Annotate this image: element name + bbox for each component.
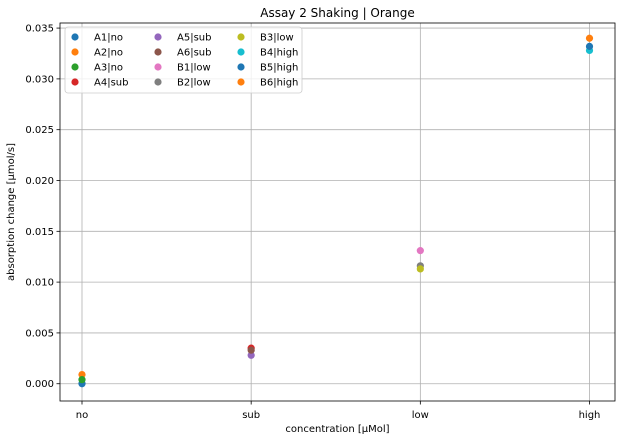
data-point-B1-low	[416, 247, 424, 255]
x-tick-label: high	[579, 410, 601, 421]
legend-label: B1|low	[177, 63, 211, 74]
legend-label: A1|no	[94, 33, 123, 44]
legend-marker	[154, 48, 162, 56]
axis-ticks: no sub low high 0.000 0.005 0.010 0.015 0.020 0.0…	[25, 24, 600, 421]
legend-label: B5|high	[260, 63, 298, 74]
y-axis-label: absorption change [µmol/s]	[6, 143, 17, 281]
legend-entry: B3|low	[237, 33, 294, 44]
grid	[60, 23, 615, 401]
y-tick-label: 0.035	[25, 24, 54, 35]
legend-label: B4|high	[260, 48, 298, 59]
legend-marker	[154, 78, 162, 86]
legend-label: A5|sub	[177, 33, 211, 44]
legend: A1|no A2|no A3|no A4|sub A5|sub A6|sub B1|low B…	[64, 26, 303, 94]
legend-marker	[71, 48, 79, 56]
x-tick-label: sub	[242, 410, 260, 421]
legend-entry: A5|sub	[154, 33, 211, 44]
legend-entry: A6|sub	[154, 48, 211, 59]
legend-marker	[71, 33, 79, 41]
data-point-A3-no	[78, 376, 86, 384]
legend-entry: B5|high	[237, 63, 298, 74]
data-point-B3-low	[416, 265, 424, 273]
plot-area-frame	[59, 22, 616, 402]
legend-entry: A1|no	[71, 33, 123, 44]
y-tick-label: 0.005	[25, 328, 54, 339]
data-point-A5-sub	[247, 351, 255, 359]
legend-label: A3|no	[94, 63, 123, 74]
legend-entry: A4|sub	[71, 78, 128, 89]
legend-entry: A2|no	[71, 48, 123, 59]
x-tick-label: low	[412, 410, 429, 421]
legend-marker	[237, 33, 245, 41]
legend-label: B3|low	[260, 33, 294, 44]
legend-label: B2|low	[177, 78, 211, 89]
x-axis-label: concentration [µMol]	[285, 424, 389, 435]
legend-frame	[64, 26, 303, 94]
legend-entry: A3|no	[71, 63, 123, 74]
legend-marker	[237, 78, 245, 86]
legend-entry: B1|low	[154, 63, 211, 74]
legend-label: B6|high	[260, 78, 298, 89]
x-tick-label: no	[76, 410, 88, 421]
legend-entry: B2|low	[154, 78, 211, 89]
y-tick-label: 0.030	[25, 74, 54, 85]
legend-marker	[71, 63, 79, 71]
legend-marker	[71, 78, 79, 86]
y-tick-label: 0.020	[25, 176, 54, 187]
legend-label: A6|sub	[177, 48, 211, 59]
y-tick-label: 0.010	[25, 278, 54, 289]
legend-marker	[237, 63, 245, 71]
legend-marker	[154, 63, 162, 71]
data-point-B5-high	[585, 42, 594, 50]
chart-title: Assay 2 Shaking | Orange	[260, 6, 415, 20]
data-point-A2-no	[78, 370, 86, 379]
legend-marker	[237, 48, 245, 56]
legend-entry: B6|high	[237, 78, 298, 89]
legend-label: A2|no	[94, 48, 123, 59]
legend-marker	[154, 33, 162, 41]
data-point-A6-sub	[247, 346, 255, 354]
y-tick-label: 0.025	[25, 125, 54, 136]
y-tick-label: 0.000	[25, 379, 54, 390]
data-points	[78, 34, 594, 388]
y-tick-label: 0.015	[25, 227, 54, 238]
legend-label: A4|sub	[94, 78, 128, 89]
legend-entry: B4|high	[237, 48, 298, 59]
data-point-B6-high	[585, 34, 594, 42]
